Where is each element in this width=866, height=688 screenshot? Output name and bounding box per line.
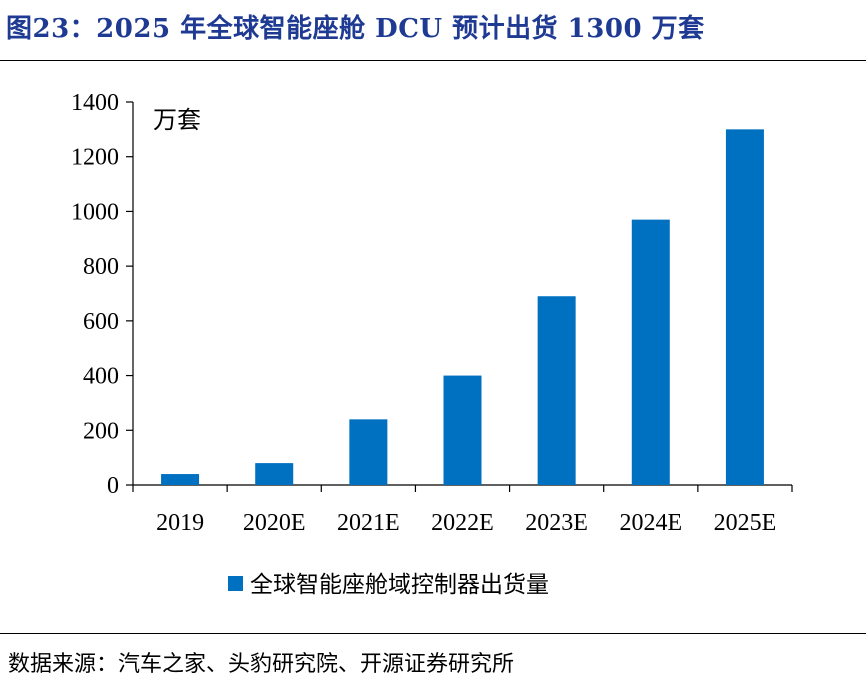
source-note: 数据来源：汽车之家、头豹研究院、开源证券研究所	[8, 652, 515, 677]
bar-2025E	[725, 129, 764, 485]
unit-label: 万套	[153, 106, 201, 134]
bar-2019	[161, 474, 200, 485]
y-tick-label: 0	[107, 473, 119, 499]
bar-2021E	[349, 419, 388, 485]
bars	[161, 129, 764, 485]
bar-2020E	[255, 463, 294, 485]
title-divider	[0, 60, 866, 61]
y-tick-label: 1000	[71, 199, 119, 225]
page-title: 图23：2025 年全球智能座舱 DCU 预计出货 1300 万套	[6, 14, 705, 44]
bar-2023E	[537, 296, 576, 485]
x-tick-label: 2019	[156, 510, 204, 536]
y-axis: 0 200 400 600 800 1000 1200 1400	[71, 90, 134, 499]
y-tick-label: 1400	[71, 90, 119, 116]
x-tick-label: 2022E	[431, 510, 494, 536]
x-tick-label: 2025E	[714, 510, 777, 536]
bar-chart: 0 200 400 600 800 1000 1200 1400 2019 2020E 2021E…	[71, 90, 793, 598]
bar-2024E	[631, 219, 670, 485]
x-tick-label: 2024E	[619, 510, 682, 536]
x-tick-label: 2021E	[337, 510, 400, 536]
source-divider	[0, 633, 866, 634]
x-axis: 2019 2020E 2021E 2022E 2023E 2024E 2025E	[132, 484, 793, 536]
y-tick-label: 200	[83, 418, 119, 444]
y-tick-label: 600	[83, 309, 119, 335]
legend-label: 全球智能座舱域控制器出货量	[250, 572, 549, 598]
y-tick-label: 400	[83, 364, 119, 390]
legend-swatch	[228, 576, 243, 591]
y-tick-label: 800	[83, 254, 119, 280]
x-tick-label: 2020E	[243, 510, 306, 536]
legend: 全球智能座舱域控制器出货量	[228, 572, 549, 598]
x-tick-label: 2023E	[525, 510, 588, 536]
bar-2022E	[443, 375, 482, 485]
y-tick-label: 1200	[71, 145, 119, 171]
